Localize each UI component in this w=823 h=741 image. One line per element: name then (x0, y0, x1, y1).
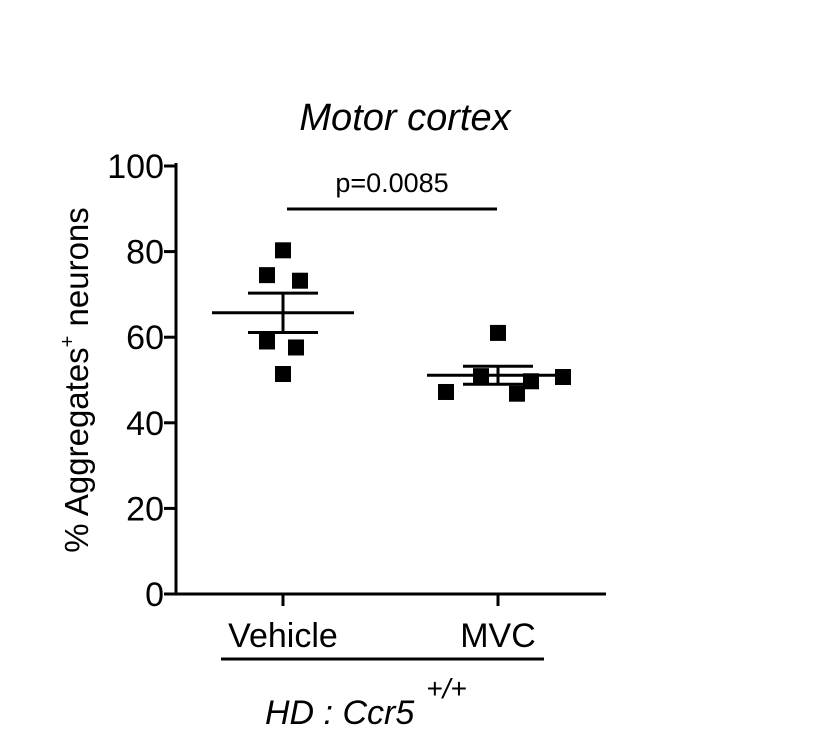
p-value-label: p=0.0085 (335, 168, 448, 198)
data-point (555, 369, 571, 386)
y-axis-label-tail: neurons (58, 207, 95, 335)
y-tick-label: 40 (126, 405, 164, 443)
data-point (259, 333, 275, 350)
chart-title: Motor cortex (299, 97, 512, 139)
significance-annotation: p=0.0085 (287, 168, 497, 211)
y-tick-label: 0 (145, 576, 164, 614)
y-tick-label: 60 (126, 319, 164, 357)
data-point (292, 272, 308, 289)
data-point (490, 324, 506, 341)
data-point (275, 242, 291, 259)
series-MVC (427, 324, 571, 402)
y-tick-label: 100 (107, 148, 164, 186)
data-point (259, 267, 275, 284)
data-point (275, 366, 291, 383)
y-axis-label: % Aggregates+ neurons (57, 207, 95, 553)
series-Vehicle (212, 242, 354, 383)
data-point (509, 385, 525, 402)
y-ticks: 0 20 40 60 80 100 (107, 148, 176, 614)
x-ticks: Vehicle MVC (228, 594, 536, 655)
data-point (438, 383, 454, 400)
y-axis-label-main: % Aggregates (58, 347, 95, 552)
group-label-main: HD : Ccr5 (265, 694, 414, 732)
group-label-sup: +/+ (426, 673, 466, 704)
y-tick-label: 20 (126, 490, 164, 528)
plot-area (212, 242, 571, 402)
x-category-label: Vehicle (228, 617, 338, 655)
data-point (288, 339, 304, 356)
y-axis-label-sup: + (57, 336, 79, 348)
x-category-label: MVC (460, 617, 536, 655)
y-tick-label: 80 (126, 234, 164, 272)
group-label: HD : Ccr5 +/+ (265, 673, 467, 732)
